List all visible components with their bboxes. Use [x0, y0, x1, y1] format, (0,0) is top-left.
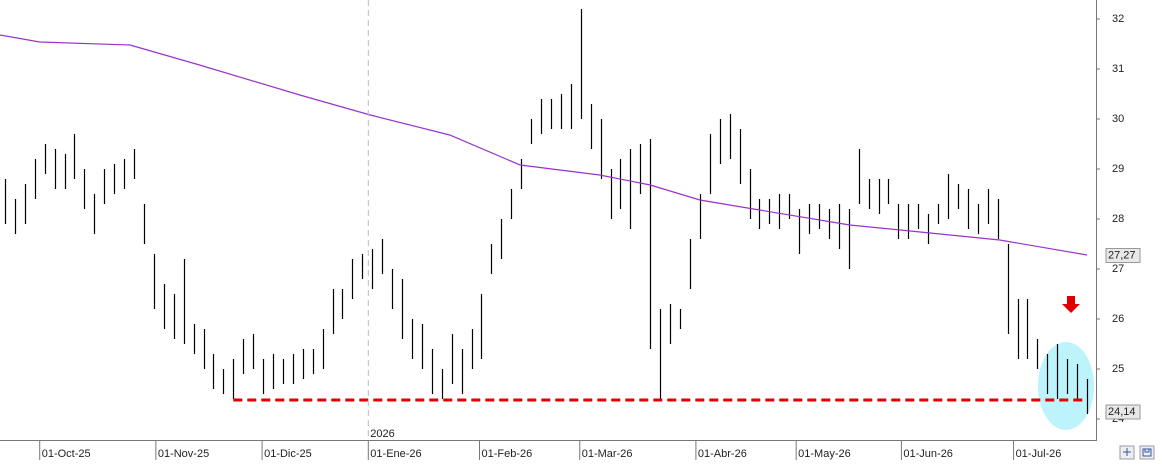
price-label: 27,27 [1108, 249, 1136, 261]
x-tick-label: 01-Jul-26 [1016, 448, 1062, 460]
highlight-ellipse [1038, 342, 1094, 430]
x-tick-label: 01-Mar-26 [582, 448, 633, 460]
price-label-box [1105, 404, 1141, 420]
x-tick-label: 01-May-26 [798, 448, 851, 460]
x-tick-label: 01-Ene-26 [370, 448, 421, 460]
year-label: 2026 [370, 428, 394, 440]
y-tick-label: 25 [1112, 363, 1124, 375]
y-tick-label: 28 [1112, 213, 1124, 225]
x-tick-label: 01-Feb-26 [481, 448, 532, 460]
x-tick-label: 01-Abr-26 [698, 448, 747, 460]
save-icon [1142, 448, 1152, 457]
y-tick-label: 26 [1112, 313, 1124, 325]
x-tick-label: 01-Jun-26 [903, 448, 953, 460]
zoom-icon [1123, 448, 1131, 456]
plot-area [0, 9, 1089, 414]
y-tick-label: 27 [1112, 263, 1124, 275]
x-tick-label: 01-Oct-25 [42, 448, 91, 460]
x-tick-label: 01-Dic-25 [264, 448, 312, 460]
y-tick-label: 31 [1112, 63, 1124, 75]
price-label-box [1105, 248, 1141, 263]
y-tick-label: 30 [1112, 113, 1124, 125]
y-tick-label: 29 [1112, 163, 1124, 175]
y-tick-label: 32 [1112, 13, 1124, 25]
moving-average [0, 34, 1088, 256]
x-tick-label: 01-Nov-25 [158, 448, 209, 460]
price-label: 24,14 [1108, 406, 1136, 418]
down-arrow [1062, 296, 1080, 313]
